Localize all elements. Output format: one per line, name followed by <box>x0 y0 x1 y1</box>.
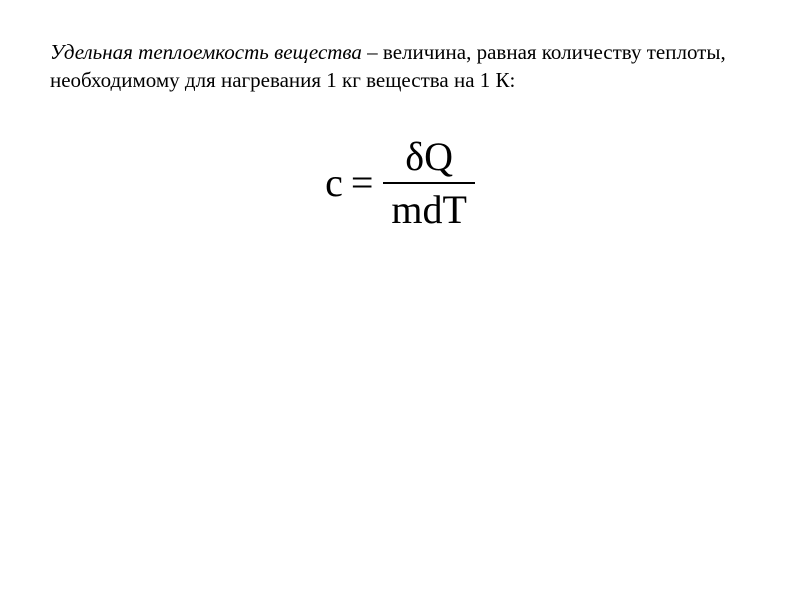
formula: c = δQ mdT <box>325 133 475 233</box>
formula-fraction: δQ mdT <box>383 133 475 233</box>
definition-paragraph: Удельная теплоемкость вещества – величин… <box>50 38 750 95</box>
formula-equals: = <box>351 159 384 206</box>
formula-container: c = δQ mdT <box>50 133 750 233</box>
formula-numerator: δQ <box>397 133 461 182</box>
formula-lhs: c <box>325 159 351 206</box>
formula-denominator: mdT <box>383 184 475 233</box>
definition-term: Удельная теплоемкость вещества <box>50 40 362 64</box>
